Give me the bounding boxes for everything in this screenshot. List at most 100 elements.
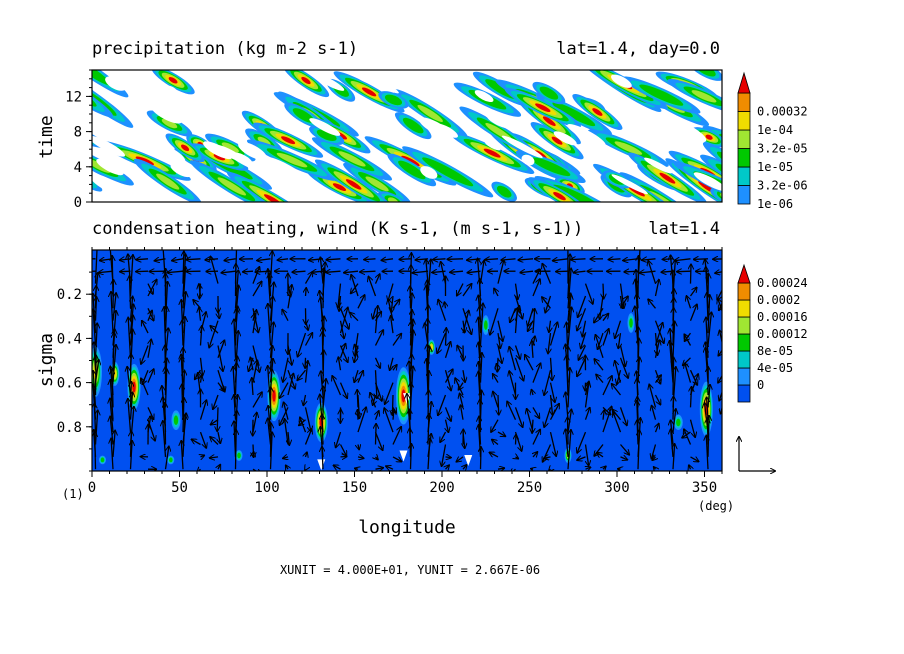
heating-colorbar-swatch xyxy=(737,316,751,335)
wind-vector xyxy=(689,305,697,321)
wind-vector xyxy=(638,256,639,297)
precip-colorbar-label: 1e-05 xyxy=(757,160,793,174)
wind-vector xyxy=(577,357,587,376)
heating-colorbar-extend xyxy=(737,263,751,284)
wind-vector xyxy=(457,457,464,462)
wind-vector xyxy=(492,440,499,445)
heating-colorbar-label: 0 xyxy=(757,378,764,392)
wind-vector xyxy=(577,457,586,460)
wind-vector xyxy=(269,322,274,358)
wind-vector xyxy=(252,468,261,471)
heating-title: condensation heating, wind (K s-1, (m s-… xyxy=(92,219,583,239)
wind-vector xyxy=(498,333,500,348)
wind-vector xyxy=(567,269,571,309)
precip-gap xyxy=(521,154,535,166)
wind-vector xyxy=(673,308,674,346)
precip-cell xyxy=(532,81,566,105)
precip-y-tick-label: 0 xyxy=(74,195,82,211)
precip-gap xyxy=(668,119,707,143)
wind-vector xyxy=(210,326,219,334)
precip-colorbar-label: 0.00032 xyxy=(757,105,808,119)
wind-vector xyxy=(209,320,219,348)
wind-vector xyxy=(355,468,358,469)
wind-vector xyxy=(551,394,553,415)
wind-vector xyxy=(339,295,340,311)
precip-cell xyxy=(392,89,468,138)
wind-vector xyxy=(514,345,521,359)
precip-frame xyxy=(91,69,723,203)
heating-colorbar-label: 0.00012 xyxy=(757,327,808,341)
precip-y-axis-label: time xyxy=(36,115,57,158)
wind-vector xyxy=(358,445,359,450)
wind-vector xyxy=(491,419,499,432)
wind-vector xyxy=(250,358,253,371)
precip-field xyxy=(92,70,722,202)
precip-colorbar: 1e-06 3.2e-06 1e-05 3.2e-05 1e-04 0.00032 xyxy=(737,71,808,211)
wind-vector xyxy=(620,457,628,460)
wind-vector xyxy=(410,286,411,309)
wind-vector xyxy=(234,320,236,358)
wind-vector xyxy=(375,468,384,469)
wind-vector xyxy=(128,318,130,358)
wind-vector xyxy=(338,283,341,308)
wind-vector xyxy=(653,457,656,460)
precip-cell xyxy=(227,171,320,202)
wind-vector xyxy=(638,430,639,470)
wind-vector xyxy=(286,466,288,470)
wind-vector xyxy=(136,259,149,260)
wind-vector xyxy=(581,332,587,348)
heating-colorbar-swatch xyxy=(737,384,751,403)
wind-vector xyxy=(596,335,604,359)
precip-gap xyxy=(349,70,379,86)
wind-vector xyxy=(691,387,692,408)
wind-vector xyxy=(497,432,505,436)
wind-vector xyxy=(306,361,308,383)
wind-vector xyxy=(399,259,411,260)
wind-vector xyxy=(218,431,220,443)
precip-cell xyxy=(394,112,432,140)
precip-gap xyxy=(420,166,438,179)
precip-colorbar-swatch xyxy=(737,185,751,205)
heating-x-tick-label: 50 xyxy=(171,480,188,496)
wind-vector xyxy=(257,259,271,261)
wind-vector xyxy=(594,307,604,322)
wind-vector xyxy=(217,345,223,372)
wind-vector xyxy=(111,292,113,334)
wind-vector xyxy=(445,457,451,458)
precip-cell xyxy=(450,132,535,174)
wind-vector xyxy=(392,394,393,415)
heating-plot-area xyxy=(92,250,722,471)
wind-vector xyxy=(385,382,394,404)
wind-vector xyxy=(619,345,626,367)
wind-vector xyxy=(673,358,674,396)
wind-vector xyxy=(602,314,608,322)
wind-vector xyxy=(478,318,480,358)
wind-vector xyxy=(602,407,612,433)
wind-vector xyxy=(673,444,675,470)
wind-vector xyxy=(96,324,98,358)
precip-cell xyxy=(491,181,517,202)
heating-x-tick-label: 0 xyxy=(88,480,96,496)
wind-vector xyxy=(549,382,555,402)
heating-plume xyxy=(699,381,713,437)
precip-cell xyxy=(133,158,202,202)
wind-vector xyxy=(113,333,114,371)
wind-vector xyxy=(457,283,464,296)
precip-cell xyxy=(282,70,330,98)
wind-vector xyxy=(726,432,731,447)
wind-vector xyxy=(516,457,519,459)
heating-x-tick-label: 250 xyxy=(517,480,542,496)
wind-vector xyxy=(201,455,205,457)
precip-gap xyxy=(170,163,192,178)
precip-gap xyxy=(644,157,673,174)
wind-vector xyxy=(268,269,271,309)
wind-vector xyxy=(252,282,262,297)
wind-vector xyxy=(613,413,622,433)
wind-vector xyxy=(440,431,447,442)
wind-vector xyxy=(201,326,202,346)
wind-vector xyxy=(533,452,537,457)
wind-vector xyxy=(142,321,149,334)
heating-y-tick-label: 0.4 xyxy=(57,331,82,347)
wind-vector xyxy=(689,288,697,297)
